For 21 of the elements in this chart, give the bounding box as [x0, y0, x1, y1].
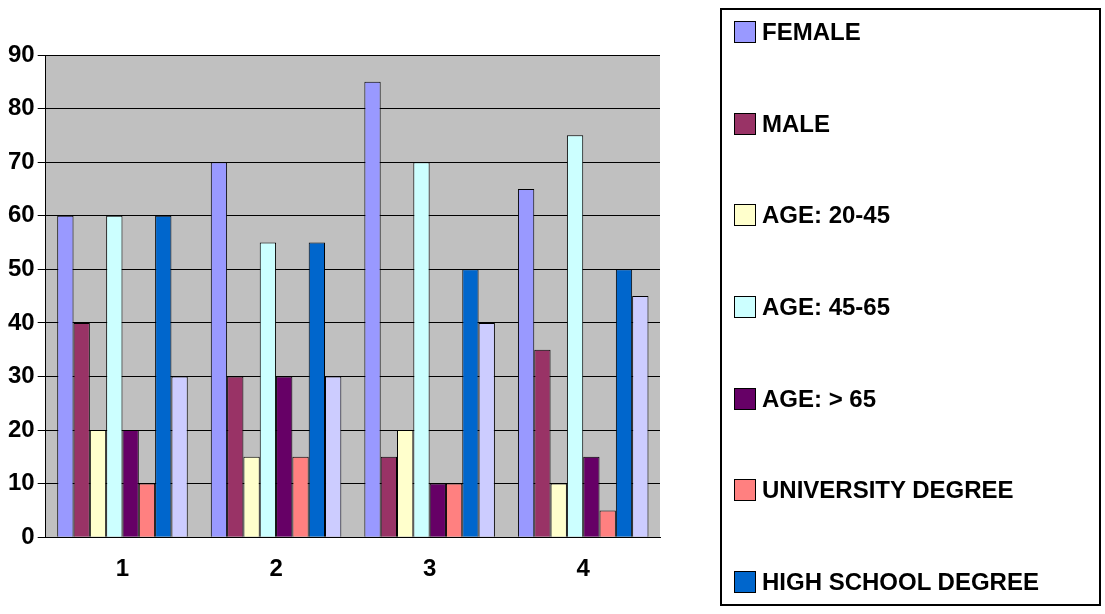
x-tick-label: 3 [422, 554, 437, 582]
y-tick-label: 50 [7, 253, 35, 281]
y-tick-label: 90 [7, 39, 35, 67]
y-tick-label: 70 [7, 146, 35, 174]
legend-label: FEMALE [762, 18, 861, 46]
y-tick-label: 30 [7, 361, 35, 389]
legend-label: AGE: > 65 [762, 384, 877, 413]
legend-label: AGE: 20-45 [762, 201, 891, 230]
x-tick-label: 1 [115, 554, 130, 582]
x-tick-label: 4 [576, 554, 591, 582]
y-tick-label: 10 [7, 468, 35, 496]
y-tick-label: 20 [7, 414, 35, 442]
y-tick-label: 60 [7, 200, 35, 228]
legend-label: AGE: 45-65 [762, 292, 891, 321]
legend-label: UNIVERSITY DEGREE [762, 476, 1014, 505]
x-tick-label: 2 [269, 554, 283, 582]
legend-label: HIGH SCHOOL DEGREE [762, 567, 1039, 596]
y-tick-label: 80 [7, 93, 35, 121]
y-tick-label: 0 [21, 521, 35, 549]
legend-label: MALE [762, 109, 830, 138]
y-tick-label: 40 [7, 307, 35, 335]
